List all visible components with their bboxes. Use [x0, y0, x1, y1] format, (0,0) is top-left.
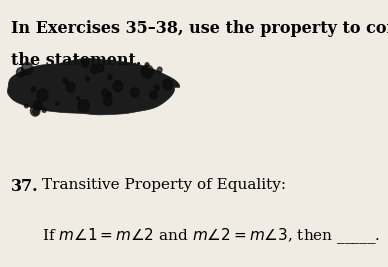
Circle shape: [131, 88, 139, 97]
Circle shape: [163, 79, 173, 90]
Circle shape: [103, 96, 112, 106]
Circle shape: [24, 104, 28, 108]
Circle shape: [98, 65, 104, 72]
Circle shape: [42, 108, 46, 112]
Circle shape: [81, 59, 88, 67]
Circle shape: [66, 82, 75, 92]
Circle shape: [150, 91, 157, 99]
Text: 37.: 37.: [11, 178, 38, 195]
Circle shape: [77, 97, 80, 100]
Circle shape: [142, 65, 153, 78]
Circle shape: [17, 68, 25, 77]
Circle shape: [78, 99, 90, 112]
Circle shape: [37, 89, 48, 101]
Polygon shape: [7, 58, 180, 115]
Circle shape: [91, 65, 98, 74]
Circle shape: [22, 62, 33, 75]
Text: Transitive Property of Equality:: Transitive Property of Equality:: [42, 178, 286, 193]
Circle shape: [108, 74, 112, 80]
Circle shape: [56, 102, 59, 105]
Circle shape: [145, 63, 149, 67]
Text: In Exercises 35–38, use the property to complete: In Exercises 35–38, use the property to …: [11, 20, 388, 37]
Text: If $m\angle 1 = m\angle 2$ and $m\angle 2 = m\angle 3$, then _____.: If $m\angle 1 = m\angle 2$ and $m\angle …: [42, 226, 380, 246]
Circle shape: [85, 77, 89, 81]
Circle shape: [63, 78, 68, 83]
Circle shape: [157, 67, 162, 72]
Circle shape: [102, 89, 109, 96]
Circle shape: [33, 108, 38, 115]
Circle shape: [34, 101, 42, 110]
Circle shape: [31, 87, 35, 92]
Circle shape: [154, 85, 159, 90]
Circle shape: [31, 105, 40, 116]
Text: the statement.: the statement.: [11, 52, 141, 69]
Circle shape: [108, 92, 111, 96]
Circle shape: [113, 81, 123, 92]
